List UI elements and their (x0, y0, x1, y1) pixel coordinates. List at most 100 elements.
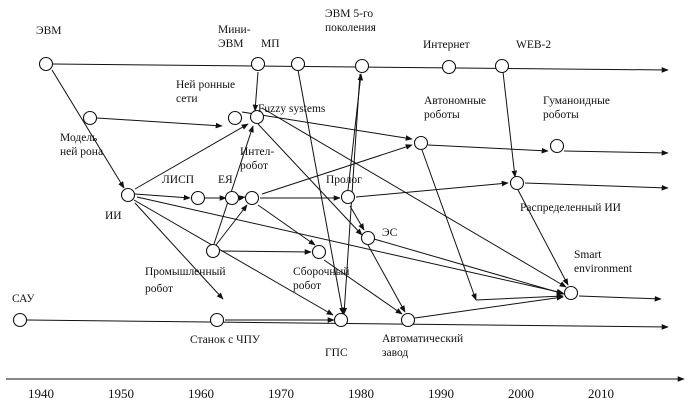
label-autonomous-2: роботы (424, 109, 460, 121)
timeline: 1940 1950 1960 1970 1980 1990 2000 2010 (6, 376, 685, 401)
node-prolog (340, 189, 356, 205)
edges (26, 63, 669, 330)
label-cnc: Станок с ЧПУ (190, 334, 261, 346)
node-es (360, 230, 376, 246)
year-label: 1940 (28, 386, 54, 401)
node-auto-plant (400, 312, 416, 328)
edge-es-smart (373, 238, 565, 295)
label-auto-plant-2: завод (382, 347, 408, 359)
label-neural-nets-1: Ней ронные (176, 79, 235, 91)
edge-prolog-distributed (355, 180, 509, 198)
edge-mp-gps (297, 69, 345, 315)
node-fuzzy (249, 109, 265, 125)
label-assembly-robot-2: робот (293, 280, 321, 292)
label-fuzzy: Fuzzy systems (258, 103, 326, 115)
edge-assembly-auto (323, 259, 403, 315)
edge-distributed-smart (517, 189, 569, 286)
node-autonomous (413, 135, 429, 151)
node-industrial-robot (205, 243, 221, 259)
node-mini-evm (250, 56, 266, 72)
node-smart-env (563, 285, 579, 301)
edge-evm-ai (51, 69, 125, 189)
node-web2 (494, 58, 510, 74)
label-intel-robot-1: Интел- (240, 146, 274, 158)
node-nl (224, 190, 240, 206)
timeline-year-labels: 1940 1950 1960 1970 1980 1990 2000 2010 (28, 386, 614, 401)
node-neuron-model (82, 110, 98, 126)
node-distributed-ai (509, 175, 525, 191)
label-nl: ЕЯ (218, 174, 233, 186)
edge-intel-autonomous (261, 144, 413, 195)
edge-autonomous-smart-b (475, 293, 564, 301)
nodes (12, 56, 579, 328)
edge-humanoid-line (563, 150, 669, 156)
edge-ai-smart (136, 196, 564, 295)
edge-ai-lisp (134, 193, 191, 201)
label-smart-env-2: environment (574, 263, 633, 275)
label-prolog: Пролог (326, 174, 362, 186)
edge-neural-nets-line (241, 111, 413, 141)
edge-industrial-assembly (220, 249, 312, 255)
edge-smart-env-line (578, 295, 662, 302)
label-gps: ГПС (325, 347, 348, 359)
label-autonomous-1: Автономные (424, 95, 486, 107)
year-label: 1970 (268, 386, 294, 401)
label-lisp: ЛИСП (162, 174, 194, 186)
edge-neuron-model-line (96, 117, 223, 129)
edge-auto-smart (414, 295, 564, 319)
node-internet (441, 59, 457, 75)
edge-distributed-ai-line (524, 182, 669, 191)
edge-web2-distributed (502, 71, 518, 178)
node-assembly-robot (311, 244, 327, 260)
node-intel-robot (244, 190, 260, 206)
edge-autonomous-smart (421, 149, 477, 301)
year-label: 2010 (588, 386, 614, 401)
edge-es-auto (367, 244, 406, 313)
edge-ai-gps (133, 199, 334, 316)
node-ai (120, 187, 136, 203)
node-neural-nets (227, 110, 243, 126)
labels: ЭВМ Мини- ЭВМ МП ЭВМ 5-го поколения Инте… (12, 8, 633, 359)
year-label: 1950 (108, 386, 134, 401)
label-evm: ЭВМ (36, 25, 62, 37)
label-evm5-2: поколения (325, 22, 377, 34)
label-humanoid-1: Гуманоидные (543, 95, 610, 107)
edge-ai-fuzzy (134, 123, 249, 190)
label-ai: ИИ (105, 210, 122, 222)
label-sau: САУ (12, 293, 35, 305)
edge-autonomous-line (427, 144, 549, 154)
edge-fuzzy-es (257, 123, 363, 236)
edge-sau-line (26, 319, 669, 330)
edge-prolog-es (349, 205, 365, 231)
label-smart-env-1: Smart (574, 249, 602, 261)
label-mini-evm-2: ЭВМ (218, 38, 244, 50)
label-mini-evm-1: Мини- (218, 24, 251, 36)
label-neural-nets-2: сети (176, 93, 198, 105)
label-mp: МП (261, 38, 280, 50)
label-distributed-ai: Распределенный ИИ (520, 202, 621, 214)
label-auto-plant-1: Автоматический (382, 333, 463, 345)
node-lisp (190, 190, 206, 206)
node-cnc (209, 312, 225, 328)
year-label: 2000 (508, 386, 534, 401)
label-es: ЭС (382, 227, 398, 239)
edge-neural-smart (261, 107, 567, 288)
node-evm5 (354, 58, 370, 74)
edge-intel-assembly (257, 204, 316, 246)
label-internet: Интернет (423, 39, 470, 51)
node-sau (12, 312, 28, 328)
label-web2: WEB-2 (516, 39, 551, 51)
year-label: 1990 (428, 386, 454, 401)
node-gps (333, 312, 349, 328)
label-evm5-1: ЭВМ 5-го (325, 8, 373, 20)
edge-industrial-fuzzy (213, 125, 254, 245)
node-evm (38, 56, 54, 72)
edge-nl-intel (238, 195, 246, 201)
label-neuron-model-1: Модель (60, 132, 97, 144)
label-industrial-robot-1: Промышленный (145, 266, 225, 278)
year-label: 1980 (348, 386, 374, 401)
node-humanoid (549, 138, 565, 154)
edge-mini-fuzzy (252, 71, 259, 112)
label-neuron-model-2: ней рона (60, 146, 103, 158)
